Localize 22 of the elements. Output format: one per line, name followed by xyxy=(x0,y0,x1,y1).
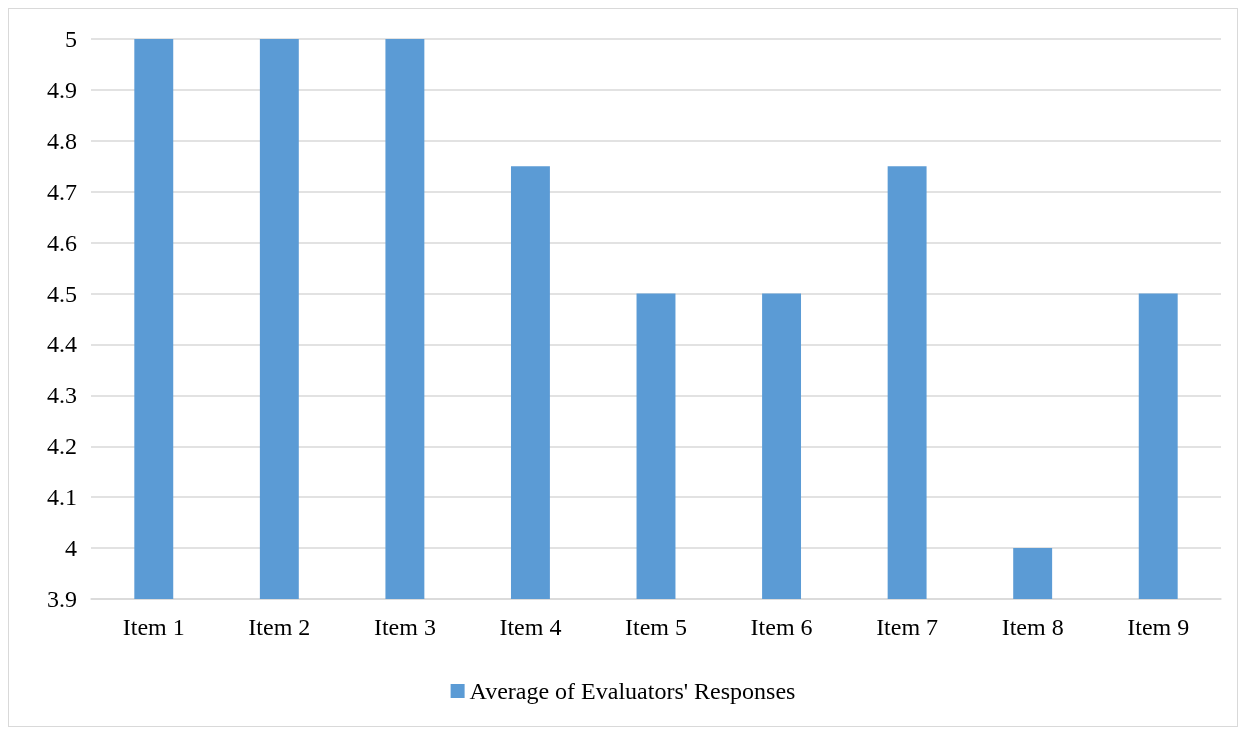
legend-label: Average of Evaluators' Responses xyxy=(469,678,796,704)
x-tick-label: Item 2 xyxy=(248,614,311,640)
y-tick-label: 4.8 xyxy=(47,127,77,154)
y-tick-label: 4.1 xyxy=(47,484,77,511)
y-tick-label: 4.9 xyxy=(47,76,77,103)
x-tick-label: Item 3 xyxy=(373,614,436,640)
x-tick-label: Item 6 xyxy=(750,614,813,640)
x-tick-label: Item 1 xyxy=(122,614,185,640)
y-tick-label: 4.5 xyxy=(47,280,77,307)
y-tick-label: 3.9 xyxy=(47,586,77,612)
y-tick-label: 4.4 xyxy=(47,331,77,358)
x-tick-label: Item 5 xyxy=(625,614,687,640)
x-tick-label: Item 8 xyxy=(1001,614,1064,640)
y-tick-label: 4.6 xyxy=(47,229,77,256)
y-tick-label: 4.7 xyxy=(47,178,77,205)
x-tick-label: Item 4 xyxy=(499,614,562,640)
y-tick-label: 4.2 xyxy=(47,433,77,460)
y-tick-label: 4.3 xyxy=(47,382,77,409)
x-tick-label: Item 9 xyxy=(1127,614,1190,640)
x-tick-label: Item 7 xyxy=(876,614,939,640)
y-tick-label: 4 xyxy=(65,535,77,562)
y-tick-label: 5 xyxy=(65,26,77,52)
